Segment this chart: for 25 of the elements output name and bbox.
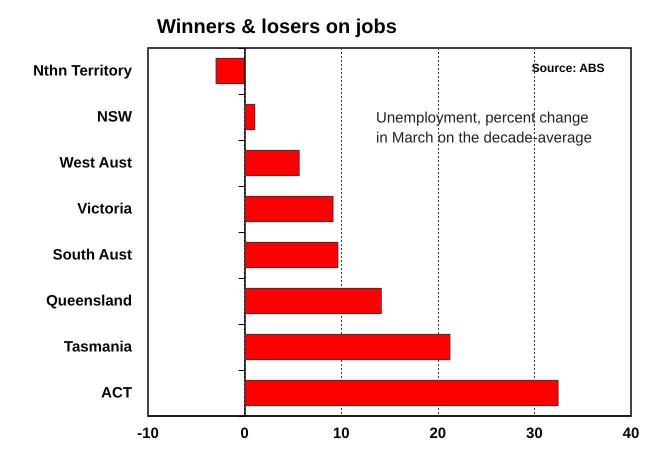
x-tick-label: -10 xyxy=(137,425,159,442)
x-tick-label: 20 xyxy=(429,425,446,442)
y-tick-label: Nthn Territory xyxy=(33,62,133,80)
y-tick-label: Tasmania xyxy=(64,338,133,356)
bar xyxy=(216,58,245,84)
y-tick-label: ACT xyxy=(101,384,132,402)
x-tick-label: 30 xyxy=(526,425,543,442)
bar xyxy=(244,334,450,360)
bar xyxy=(244,196,334,222)
annotation: Unemployment, percent change in March on the decade-average xyxy=(376,110,592,146)
x-tick-label: 10 xyxy=(332,425,350,442)
y-tick-label: NSW xyxy=(97,108,133,126)
chart-title: Winners & losers on jobs xyxy=(157,16,397,38)
bar xyxy=(244,104,256,130)
y-tick-label: Queensland xyxy=(46,292,132,310)
x-tick-label: 0 xyxy=(240,425,249,442)
bar xyxy=(244,380,559,406)
annotation: Source: ABS xyxy=(532,61,605,75)
y-tick-label: Victoria xyxy=(77,200,133,218)
bar xyxy=(244,150,300,176)
bar xyxy=(244,242,338,268)
y-tick-label: West Aust xyxy=(59,154,132,172)
y-tick-label: South Aust xyxy=(52,246,132,264)
x-tick-label: 40 xyxy=(622,425,640,442)
bar xyxy=(244,288,382,314)
